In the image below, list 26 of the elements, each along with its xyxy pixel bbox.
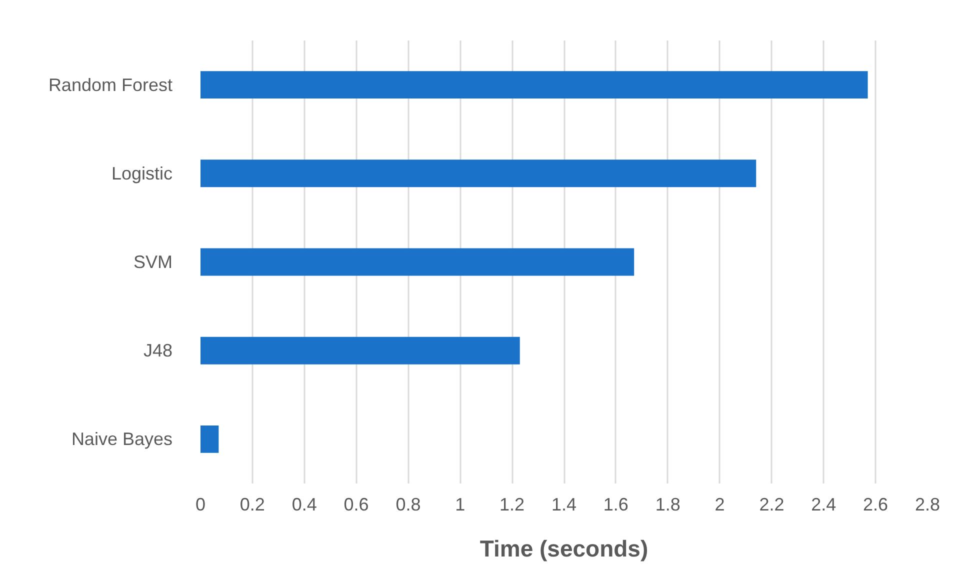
y-tick-label: SVM xyxy=(133,252,173,272)
x-tick-label: 2.8 xyxy=(914,494,940,514)
x-tick-label: 0.8 xyxy=(396,494,421,514)
bar xyxy=(200,248,634,276)
y-tick-label: Random Forest xyxy=(48,74,173,95)
x-tick-label: 1.8 xyxy=(655,494,680,514)
x-tick-label: 0.6 xyxy=(344,494,369,514)
y-tick-label: Naive Bayes xyxy=(71,429,173,450)
x-tick-label: 1.6 xyxy=(603,494,628,514)
x-axis-title: Time (seconds) xyxy=(480,536,648,562)
bar xyxy=(200,71,868,99)
x-tick-label: 1 xyxy=(455,494,466,514)
bar xyxy=(200,336,520,364)
bar xyxy=(200,425,219,453)
x-tick-label: 1.4 xyxy=(551,494,577,514)
x-tick-label: 2.4 xyxy=(811,494,836,514)
x-tick-label: 0.4 xyxy=(292,494,317,514)
x-tick-label: 2.6 xyxy=(863,494,888,514)
bar xyxy=(200,160,756,188)
x-tick-label: 0 xyxy=(195,494,206,514)
y-tick-label: Logistic xyxy=(111,163,172,184)
y-tick-label: J48 xyxy=(143,340,173,361)
x-tick-label: 2.2 xyxy=(759,494,784,514)
x-tick-label: 0.2 xyxy=(240,494,265,514)
x-tick-label: 2 xyxy=(714,494,725,514)
x-tick-label: 1.2 xyxy=(500,494,525,514)
